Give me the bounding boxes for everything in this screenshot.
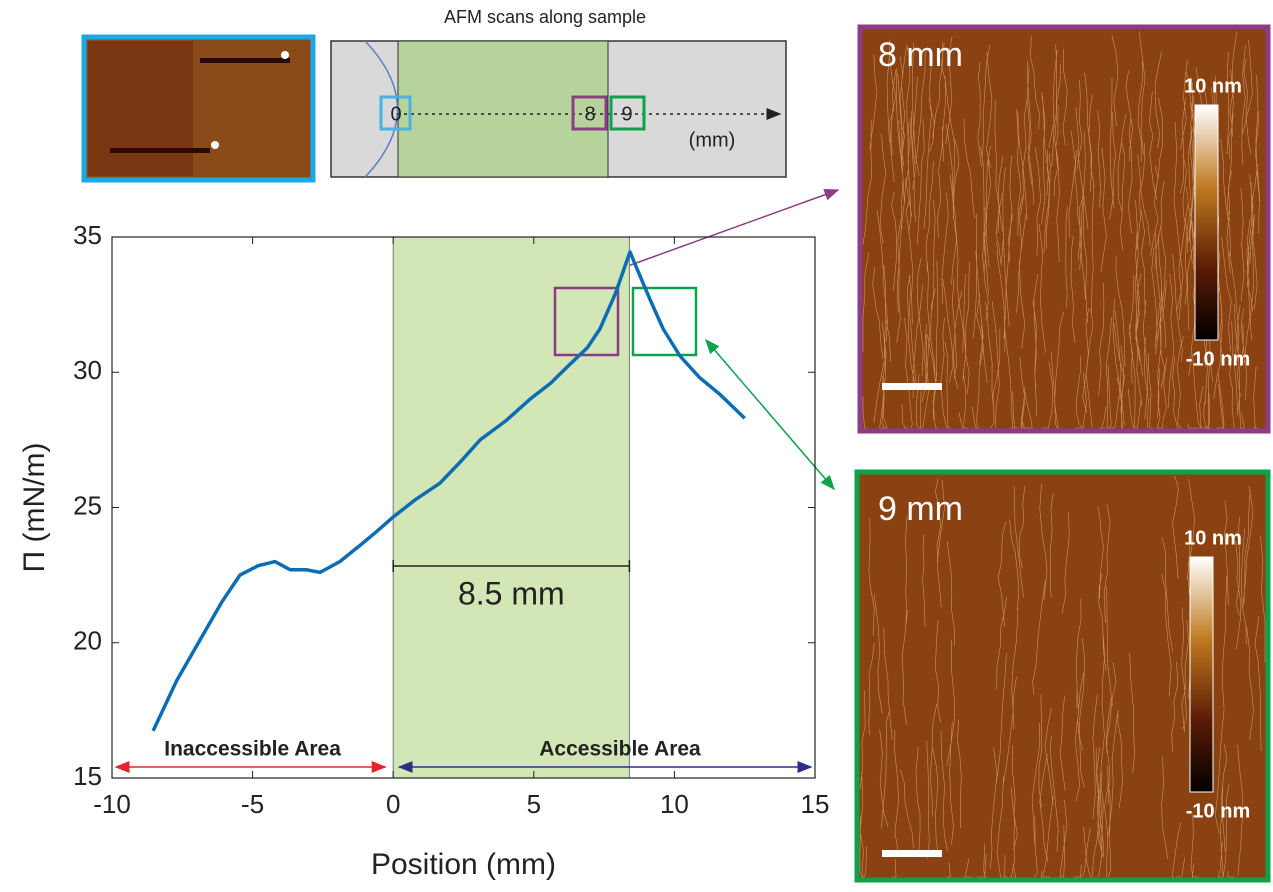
- y-tick-label: 25: [73, 490, 102, 520]
- afm-label: 9 mm: [878, 490, 963, 528]
- inaccessible-label: Inaccessible Area: [164, 738, 341, 761]
- width-label: 8.5 mm: [458, 575, 565, 611]
- afm-panel: 8 mm 10 nm -10 nm: [857, 24, 1271, 434]
- scan-box: [631, 286, 698, 357]
- colorbar-max: 10 nm: [1184, 527, 1242, 549]
- scan-box: [553, 286, 620, 357]
- plot: -10 -5 0 5 10 15 15 20 25 30 35 Position (mm) Π (mN/…: [18, 220, 830, 881]
- connector: [705, 338, 835, 491]
- inset-mark: 8: [584, 103, 595, 125]
- x-tick-label: 10: [660, 789, 689, 819]
- inset-title: AFM scans along sample: [444, 7, 646, 27]
- colorbar: [1194, 104, 1219, 341]
- x-tick-label: -5: [241, 789, 264, 819]
- colorbar-max: 10 nm: [1184, 75, 1242, 97]
- y-tick-label: 30: [73, 355, 102, 385]
- x-tick-label: 5: [527, 789, 541, 819]
- afm-label: 8 mm: [878, 36, 963, 74]
- x-axis-label: Position (mm): [371, 848, 556, 881]
- inset-mark: 0: [390, 103, 401, 125]
- scale-bar: [882, 850, 942, 857]
- y-tick-label: 15: [73, 761, 102, 791]
- inset-schematic: AFM scans along sample 0 8 9 (mm): [330, 7, 787, 178]
- afm-panel: 9 mm 10 nm -10 nm: [854, 469, 1271, 883]
- y-tick-label: 35: [73, 220, 102, 250]
- y-axis-label: Π (mN/m): [18, 443, 51, 573]
- x-tick-label: 15: [801, 789, 830, 819]
- colorbar-min: -10 nm: [1186, 348, 1250, 370]
- small-afm-image: [81, 34, 316, 183]
- accessible-region: [392, 236, 630, 779]
- inset-mark: 9: [621, 103, 632, 125]
- connector: [590, 188, 840, 281]
- accessible-label: Accessible Area: [539, 738, 701, 761]
- x-tick-label: 0: [386, 789, 400, 819]
- colorbar-min: -10 nm: [1186, 800, 1250, 822]
- y-tick-label: 20: [73, 626, 102, 656]
- x-tick-label: -10: [93, 789, 131, 819]
- colorbar: [1189, 556, 1214, 793]
- scale-bar: [882, 383, 942, 390]
- inset-unit: (mm): [689, 129, 736, 151]
- data-line: [151, 250, 746, 732]
- width-bracket: [392, 560, 631, 572]
